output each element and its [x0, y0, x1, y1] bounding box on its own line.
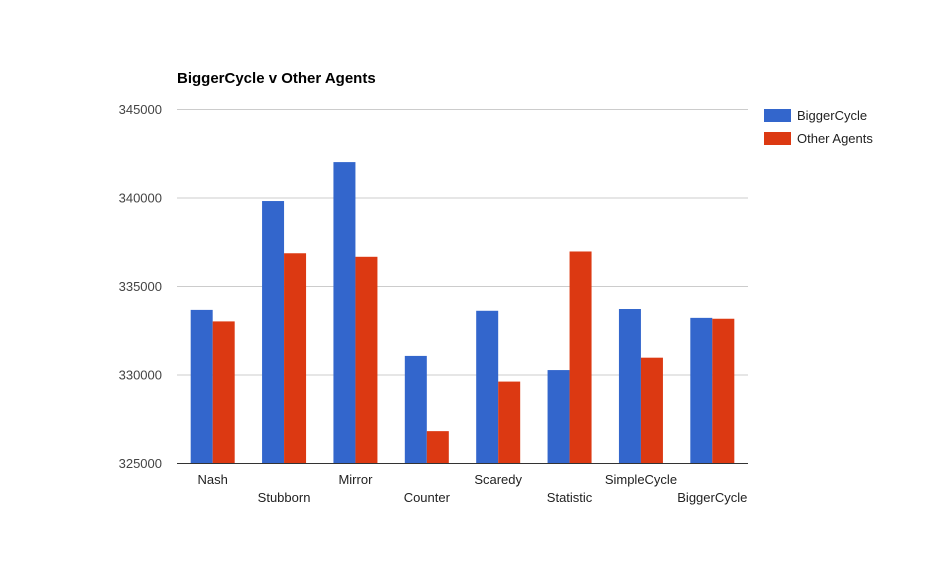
bar-biggercycle: [476, 310, 499, 463]
y-tick-label: 330000: [119, 368, 162, 383]
x-tick-label: SimpleCycle: [605, 472, 677, 487]
x-tick-label: Scaredy: [474, 472, 522, 487]
bar-biggercycle: [404, 355, 427, 463]
x-tick-label: Statistic: [547, 490, 593, 505]
bar-other-agents: [712, 318, 735, 463]
bar-biggercycle: [547, 370, 570, 463]
bar-other-agents: [355, 256, 378, 463]
y-tick-label: 325000: [119, 456, 162, 471]
legend-label: Other Agents: [797, 131, 873, 146]
bars: [190, 162, 735, 464]
legend-label: BiggerCycle: [797, 108, 867, 123]
bar-other-agents: [284, 253, 307, 463]
bar-other-agents: [569, 251, 592, 463]
legend-swatch: [764, 109, 791, 122]
x-tick-label: Counter: [404, 490, 451, 505]
bar-other-agents: [498, 381, 521, 463]
chart-title: BiggerCycle v Other Agents: [177, 70, 376, 87]
y-tick-label: 345000: [119, 102, 162, 117]
bar-biggercycle: [262, 201, 285, 464]
legend: BiggerCycle Other Agents: [764, 108, 873, 146]
bar-biggercycle: [618, 309, 641, 463]
y-tick-label: 335000: [119, 279, 162, 294]
x-tick-label: Nash: [198, 472, 228, 487]
y-axis-ticks: 325000 330000 335000 340000 345000: [119, 102, 162, 471]
x-tick-label: Mirror: [338, 472, 373, 487]
bar-other-agents: [212, 321, 235, 463]
x-tick-label: Stubborn: [258, 490, 311, 505]
bar-biggercycle: [190, 309, 213, 463]
y-tick-label: 340000: [119, 191, 162, 206]
legend-swatch: [764, 132, 791, 145]
x-tick-label: BiggerCycle: [677, 490, 747, 505]
bar-other-agents: [640, 357, 663, 463]
bar-biggercycle: [690, 317, 713, 463]
bar-biggercycle: [333, 162, 356, 463]
bar-other-agents: [426, 431, 449, 463]
x-axis-ticks: Nash Stubborn Mirror Counter Scaredy Statisti…: [198, 472, 748, 505]
